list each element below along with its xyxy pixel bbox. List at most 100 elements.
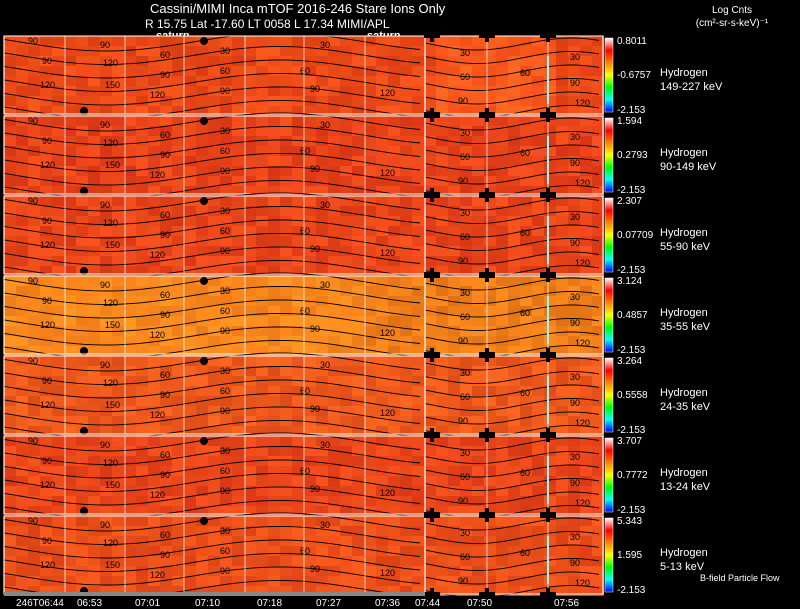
heatmap-pixel: [328, 306, 340, 316]
heatmap-pixel: [436, 296, 448, 306]
heatmap-pixel: [52, 266, 64, 276]
heatmap-pixel: [556, 406, 568, 416]
heatmap-pixel: [64, 226, 76, 236]
heatmap-pixel: [424, 496, 436, 506]
heatmap-pixel: [184, 276, 196, 286]
heatmap-pixel: [124, 446, 136, 456]
heatmap-pixel: [460, 566, 472, 576]
heatmap-pixel: [172, 566, 184, 576]
heatmap-pixel: [364, 156, 376, 166]
heatmap-pixel: [148, 176, 160, 186]
heatmap-pixel: [376, 216, 388, 226]
heatmap-pixel: [304, 306, 316, 316]
heatmap-pixel: [340, 546, 352, 556]
heatmap-pixel: [292, 536, 304, 546]
heatmap-pixel: [568, 276, 580, 286]
heatmap-pixel: [592, 86, 604, 96]
heatmap-pixel: [592, 446, 604, 456]
heatmap-pixel: [220, 356, 232, 366]
heatmap-pixel: [556, 396, 568, 406]
heatmap-pixel: [340, 286, 352, 296]
heatmap-pixel: [196, 266, 208, 276]
heatmap-pixel: [4, 386, 16, 396]
heatmap-pixel: [484, 196, 496, 206]
contour-label: 60: [520, 548, 530, 558]
heatmap-pixel: [244, 446, 256, 456]
heatmap-pixel: [244, 426, 256, 436]
heatmap-pixel: [568, 456, 580, 466]
heatmap-pixel: [28, 46, 40, 56]
pitch-angle-contour: [424, 357, 600, 371]
heatmap-pixel: [448, 506, 460, 516]
heatmap-pixel: [304, 256, 316, 266]
heatmap-pixel: [256, 316, 268, 326]
heatmap-pixel: [508, 186, 520, 196]
heatmap-pixel: [316, 536, 328, 546]
heatmap-pixel: [484, 536, 496, 546]
heatmap-pixel: [268, 506, 280, 516]
heatmap-pixel: [124, 186, 136, 196]
heatmap-pixel: [568, 166, 580, 176]
heatmap-pixel: [388, 166, 400, 176]
heatmap-pixel: [280, 216, 292, 226]
heatmap-pixel: [28, 236, 40, 246]
heatmap-pixel: [124, 456, 136, 466]
heatmap-pixel: [388, 136, 400, 146]
heatmap-pixel: [52, 466, 64, 476]
heatmap-pixel: [172, 516, 184, 526]
heatmap-pixel: [184, 266, 196, 276]
pitch-angle-contour: [424, 384, 600, 398]
heatmap-pixel: [364, 406, 376, 416]
heatmap-pixel: [124, 536, 136, 546]
heatmap-pixel: [220, 136, 232, 146]
heatmap-pixel: [484, 326, 496, 336]
heatmap-pixel: [364, 416, 376, 426]
contour-label: 60: [300, 66, 310, 76]
heatmap-pixel: [292, 376, 304, 386]
heatmap-pixel: [340, 226, 352, 236]
heatmap-pixel: [400, 236, 412, 246]
heatmap-pixel: [484, 446, 496, 456]
heatmap-pixel: [112, 546, 124, 556]
heatmap-pixel: [580, 366, 592, 376]
heatmap-pixel: [316, 66, 328, 76]
contour-label: 60: [220, 146, 230, 156]
heatmap-pixel: [496, 296, 508, 306]
heatmap-pixel: [508, 296, 520, 306]
heatmap-pixel: [496, 136, 508, 146]
heatmap-pixel: [256, 536, 268, 546]
heatmap-pixel: [208, 66, 220, 76]
heatmap-pixel: [28, 486, 40, 496]
heatmap-pixel: [220, 316, 232, 326]
heatmap-pixel: [304, 86, 316, 96]
heatmap-pixel: [292, 266, 304, 276]
heatmap-pixel: [64, 326, 76, 336]
heatmap-pixel: [496, 356, 508, 366]
heatmap-pixel: [340, 366, 352, 376]
heatmap-pixel: [556, 516, 568, 526]
heatmap-pixel: [424, 536, 436, 546]
saturn-marker: [200, 357, 208, 365]
heatmap-pixel: [28, 276, 40, 286]
heatmap-pixel: [412, 276, 424, 286]
heatmap-pixel: [448, 516, 460, 526]
heatmap-pixel: [412, 76, 424, 86]
heatmap-pixel: [412, 216, 424, 226]
heatmap-pixel: [4, 356, 16, 366]
heatmap-pixel: [532, 466, 544, 476]
heatmap-pixel: [472, 286, 484, 296]
heatmap-pixel: [376, 326, 388, 336]
heatmap-pixel: [412, 406, 424, 416]
heatmap-pixel: [532, 56, 544, 66]
heatmap-pixel: [52, 156, 64, 166]
heatmap-pixel: [184, 376, 196, 386]
heatmap-pixel: [508, 216, 520, 226]
heatmap-pixel: [64, 426, 76, 436]
heatmap-pixel: [388, 546, 400, 556]
heatmap-pixel: [220, 296, 232, 306]
heatmap-pixel: [532, 506, 544, 516]
heatmap-pixel: [100, 436, 112, 446]
heatmap-pixel: [592, 456, 604, 466]
heatmap-pixel: [244, 46, 256, 56]
